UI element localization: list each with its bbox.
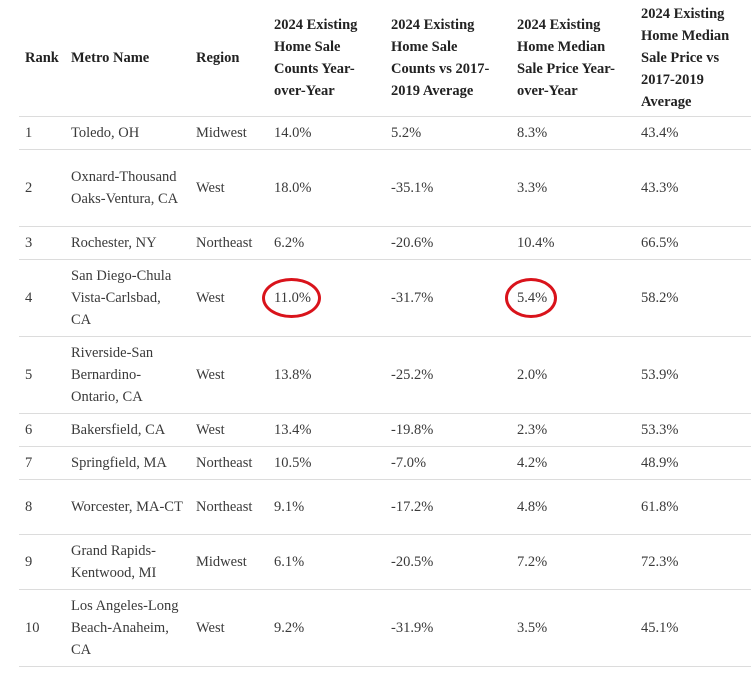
cell-rank: 2 [19, 149, 65, 227]
cell-sale-counts-vs-avg: -20.6% [385, 226, 511, 260]
header-sale-counts-vs-avg: 2024 Existing Home Sale Counts vs 2017-2… [385, 0, 511, 117]
cell-median-price-vs-avg: 66.5% [635, 226, 751, 260]
cell-region: Midwest [190, 534, 268, 590]
cell-rank: 1 [19, 116, 65, 150]
cell-sale-counts-yoy: 13.4% [268, 413, 385, 447]
cell-sale-counts-yoy: 10.5% [268, 446, 385, 480]
cell-metro: Springfield, MA [65, 446, 190, 480]
cell-sale-counts-vs-avg: -31.7% [385, 259, 511, 337]
cell-sale-counts-vs-avg: -19.8% [385, 413, 511, 447]
header-rank: Rank [19, 0, 65, 117]
header-median-price-yoy: 2024 Existing Home Median Sale Price Yea… [511, 0, 635, 117]
cell-median-price-vs-avg: 53.3% [635, 413, 751, 447]
cell-median-price-yoy: 4.8% [511, 479, 635, 535]
table-row: 1 Toledo, OH Midwest 14.0% 5.2% 8.3% 43.… [19, 116, 751, 150]
cell-median-price-vs-avg: 72.3% [635, 534, 751, 590]
cell-region: West [190, 413, 268, 447]
cell-median-price-vs-avg: 58.2% [635, 259, 751, 337]
cell-sale-counts-yoy: 11.0% [262, 259, 385, 337]
cell-median-price-vs-avg: 45.1% [635, 589, 751, 667]
cell-metro: Rochester, NY [65, 226, 190, 260]
cell-rank: 5 [19, 336, 65, 414]
circled-highlight: 11.0% [262, 278, 321, 318]
cell-rank: 9 [19, 534, 65, 590]
cell-sale-counts-vs-avg: -7.0% [385, 446, 511, 480]
cell-median-price-yoy: 8.3% [511, 116, 635, 150]
cell-rank: 7 [19, 446, 65, 480]
cell-region: Midwest [190, 116, 268, 150]
header-region: Region [190, 0, 268, 117]
cell-metro: Los Angeles-Long Beach-Anaheim, CA [65, 589, 190, 667]
cell-sale-counts-yoy: 9.2% [268, 589, 385, 667]
cell-median-price-yoy: 2.3% [511, 413, 635, 447]
cell-median-price-yoy: 3.3% [511, 149, 635, 227]
cell-median-price-vs-avg: 48.9% [635, 446, 751, 480]
table-row: 8 Worcester, MA-CT Northeast 9.1% -17.2%… [19, 479, 751, 535]
cell-median-price-yoy: 3.5% [511, 589, 635, 667]
cell-region: Northeast [190, 446, 268, 480]
table-row: 7 Springfield, MA Northeast 10.5% -7.0% … [19, 446, 751, 480]
cell-sale-counts-vs-avg: -35.1% [385, 149, 511, 227]
cell-region: Northeast [190, 226, 268, 260]
table-header-row: Rank Metro Name Region 2024 Existing Hom… [19, 0, 751, 117]
cell-sale-counts-vs-avg: -20.5% [385, 534, 511, 590]
cell-median-price-yoy: 10.4% [511, 226, 635, 260]
cell-metro: Riverside-San Bernardino-Ontario, CA [65, 336, 190, 414]
table-row: 9 Grand Rapids-Kentwood, MI Midwest 6.1%… [19, 534, 751, 590]
table-row: 10 Los Angeles-Long Beach-Anaheim, CA We… [19, 589, 751, 667]
cell-median-price-yoy: 5.4% [504, 259, 635, 337]
cell-metro: Worcester, MA-CT [65, 479, 190, 535]
cell-sale-counts-yoy: 6.2% [268, 226, 385, 260]
cell-sale-counts-yoy: 9.1% [268, 479, 385, 535]
cell-sale-counts-vs-avg: -25.2% [385, 336, 511, 414]
cell-metro: Oxnard-Thousand Oaks-Ventura, CA [65, 149, 190, 227]
cell-metro: Toledo, OH [65, 116, 190, 150]
circled-highlight: 5.4% [504, 278, 558, 318]
header-sale-counts-yoy: 2024 Existing Home Sale Counts Year-over… [268, 0, 385, 117]
cell-median-price-vs-avg: 43.4% [635, 116, 751, 150]
cell-rank: 3 [19, 226, 65, 260]
cell-median-price-yoy: 7.2% [511, 534, 635, 590]
table-row: 6 Bakersfield, CA West 13.4% -19.8% 2.3%… [19, 413, 751, 447]
cell-median-price-vs-avg: 61.8% [635, 479, 751, 535]
cell-region: Northeast [190, 479, 268, 535]
header-metro-name: Metro Name [65, 0, 190, 117]
cell-rank: 6 [19, 413, 65, 447]
cell-rank: 4 [19, 259, 65, 337]
cell-median-price-yoy: 2.0% [511, 336, 635, 414]
cell-metro: San Diego-Chula Vista-Carlsbad, CA [65, 259, 190, 337]
cell-sale-counts-yoy: 6.1% [268, 534, 385, 590]
table-row: 2 Oxnard-Thousand Oaks-Ventura, CA West … [19, 149, 751, 227]
table-row: 3 Rochester, NY Northeast 6.2% -20.6% 10… [19, 226, 751, 260]
cell-region: West [190, 589, 268, 667]
cell-metro: Grand Rapids-Kentwood, MI [65, 534, 190, 590]
cell-rank: 8 [19, 479, 65, 535]
metro-home-sales-table: Rank Metro Name Region 2024 Existing Hom… [19, 0, 751, 667]
cell-sale-counts-yoy: 13.8% [268, 336, 385, 414]
cell-sale-counts-vs-avg: 5.2% [385, 116, 511, 150]
cell-rank: 10 [19, 589, 65, 667]
table-row: 4 San Diego-Chula Vista-Carlsbad, CA Wes… [19, 259, 751, 337]
cell-median-price-yoy: 4.2% [511, 446, 635, 480]
cell-region: West [190, 336, 268, 414]
cell-median-price-vs-avg: 43.3% [635, 149, 751, 227]
table-row: 5 Riverside-San Bernardino-Ontario, CA W… [19, 336, 751, 414]
cell-region: West [190, 259, 268, 337]
cell-sale-counts-vs-avg: -17.2% [385, 479, 511, 535]
cell-region: West [190, 149, 268, 227]
cell-metro: Bakersfield, CA [65, 413, 190, 447]
cell-median-price-vs-avg: 53.9% [635, 336, 751, 414]
header-median-price-vs-avg: 2024 Existing Home Median Sale Price vs … [635, 0, 751, 117]
cell-sale-counts-yoy: 14.0% [268, 116, 385, 150]
cell-sale-counts-vs-avg: -31.9% [385, 589, 511, 667]
cell-sale-counts-yoy: 18.0% [268, 149, 385, 227]
